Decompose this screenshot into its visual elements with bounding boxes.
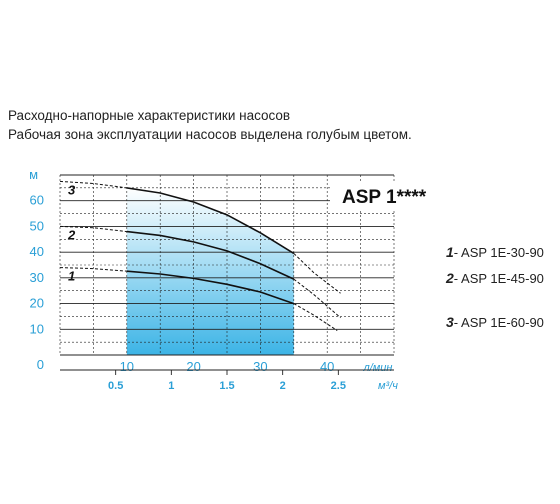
legend-item-3: 3- ASP 1E-60-90 [446,314,544,330]
series-1-dashed-left [59,267,127,272]
legend-item-1: 1- ASP 1E-30-90 [446,244,544,260]
series-2-dashed-left [59,225,127,233]
series-1-dashed-right [293,303,338,331]
y-tick-label: 20 [30,296,44,311]
y-axis-label: м [29,167,38,182]
legend-label-2: ASP 1E-45-90 [461,271,544,286]
x2-tick-label: 1.5 [219,380,234,392]
series-3-dashed-right [293,253,341,294]
legend-item-2: 2- ASP 1E-45-90 [446,270,544,286]
caption-line-2: Рабочая зона эксплуатации насосов выделе… [8,127,412,142]
legend-sep: - [453,315,462,330]
legend-label-3: ASP 1E-60-90 [461,315,544,330]
y-tick-label: 40 [30,244,44,259]
series-2-label: 2 [67,227,76,242]
legend-sep: - [453,245,462,260]
y-tick-label: 30 [30,270,44,285]
x-axis-label: л/мин [363,362,393,374]
x2-tick-label: 1 [168,380,174,392]
title-backdrop [330,182,440,210]
series-3-line [126,187,295,255]
x2-axis-label: м³/ч [378,380,398,392]
x-tick-label: 10 [120,359,134,374]
x2-tick-label: 2.5 [331,380,346,392]
x-tick-label: 20 [186,359,200,374]
series-2-dashed-right [293,278,341,319]
x2-tick-label: 2 [280,380,286,392]
x2-tick-label: 0.5 [108,380,123,392]
x-tick-label: 30 [253,359,267,374]
series-1-label: 1 [68,269,75,284]
y-tick-label: 50 [30,218,44,233]
series-3-dashed-left [59,180,127,189]
series-1-line [126,270,295,305]
caption-line-1: Расходно-напорные характеристики насосов [8,108,291,123]
y-tick-label: 0 [37,357,44,372]
chart-title: ASP 1**** [342,187,427,208]
series-2-line [126,230,295,280]
x-tick-label: 40 [320,359,334,374]
legend-num-1: 1 [446,244,454,260]
legend-num-3: 3 [446,314,454,330]
legend-num-2: 2 [446,270,454,286]
legend-sep: - [453,271,462,286]
working-zone [126,187,294,355]
y-tick-label: 10 [30,321,44,336]
y-tick-label: 60 [30,193,44,208]
legend-label-1: ASP 1E-30-90 [461,245,544,260]
series-3-label: 3 [68,182,76,197]
